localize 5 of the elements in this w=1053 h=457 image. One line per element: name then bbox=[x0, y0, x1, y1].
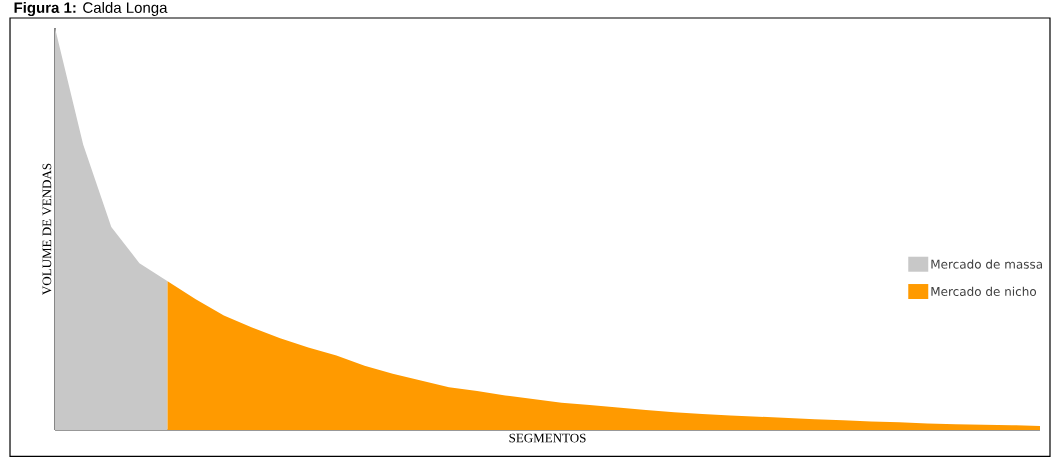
y-axis-title: VOLUME DE VENDAS bbox=[42, 163, 52, 295]
chart-title: Figura 1: Calda Longa bbox=[14, 1, 168, 17]
legend-label: Mercado de nicho bbox=[931, 286, 1037, 297]
legend-label: Mercado de massa bbox=[931, 259, 1043, 269]
x-axis-title: SEGMENTOS bbox=[509, 433, 586, 443]
